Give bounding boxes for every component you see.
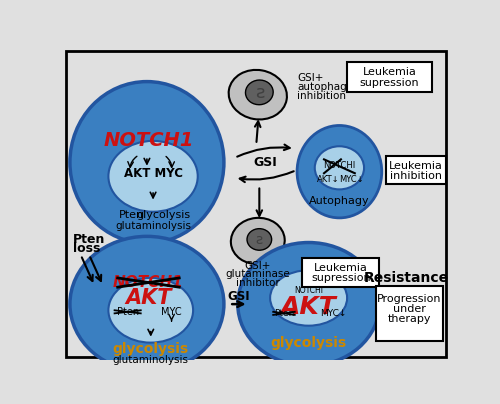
Text: NOTCH1: NOTCH1 xyxy=(113,275,184,290)
Text: glycolysis: glycolysis xyxy=(112,342,189,356)
Text: MYC: MYC xyxy=(161,307,182,317)
Text: glutaminase: glutaminase xyxy=(226,269,290,279)
Text: Pten: Pten xyxy=(116,307,138,317)
Text: glutaminolysis: glutaminolysis xyxy=(113,355,189,364)
Text: Leukemia: Leukemia xyxy=(314,263,368,273)
Text: therapy: therapy xyxy=(388,314,431,324)
Ellipse shape xyxy=(108,141,198,212)
Text: NOTCHI: NOTCHI xyxy=(324,161,356,170)
Text: NOTCHI: NOTCHI xyxy=(294,286,323,295)
Text: inhibition: inhibition xyxy=(390,170,442,181)
Ellipse shape xyxy=(297,126,382,218)
Text: GSI+: GSI+ xyxy=(244,261,271,271)
Text: MYC↓: MYC↓ xyxy=(320,309,346,318)
Text: AKT↓: AKT↓ xyxy=(318,175,340,184)
Ellipse shape xyxy=(108,278,193,343)
Ellipse shape xyxy=(315,146,364,189)
Text: Resistance: Resistance xyxy=(364,271,449,285)
Text: ƨ: ƨ xyxy=(256,233,263,247)
Text: Autophagy: Autophagy xyxy=(309,196,370,206)
Text: GSI: GSI xyxy=(227,290,250,303)
FancyBboxPatch shape xyxy=(376,286,444,341)
Text: ƨ: ƨ xyxy=(254,84,264,102)
Text: glycolysis: glycolysis xyxy=(270,336,346,349)
Text: Leukemia: Leukemia xyxy=(388,160,442,170)
Text: Progression: Progression xyxy=(377,294,442,304)
FancyBboxPatch shape xyxy=(302,258,380,287)
Text: AKT MYC: AKT MYC xyxy=(124,167,182,180)
Text: supression: supression xyxy=(360,78,420,88)
Text: loss: loss xyxy=(73,242,101,255)
Text: Pten: Pten xyxy=(274,309,294,318)
Ellipse shape xyxy=(270,270,347,326)
Text: MYC↓: MYC↓ xyxy=(340,175,364,184)
Text: supression: supression xyxy=(311,273,371,283)
Ellipse shape xyxy=(238,242,380,366)
Text: GSI: GSI xyxy=(254,156,278,169)
Text: NOTCH1: NOTCH1 xyxy=(103,131,194,150)
Ellipse shape xyxy=(228,70,287,120)
Ellipse shape xyxy=(70,236,224,372)
Text: glutaminolysis: glutaminolysis xyxy=(115,221,191,231)
Text: under: under xyxy=(393,304,426,314)
Ellipse shape xyxy=(246,80,273,105)
Text: GSI+: GSI+ xyxy=(297,73,324,83)
Text: Pten: Pten xyxy=(119,210,144,220)
Text: AKT: AKT xyxy=(125,288,172,308)
FancyBboxPatch shape xyxy=(386,156,446,184)
Ellipse shape xyxy=(70,82,224,243)
Text: autophagy: autophagy xyxy=(297,82,353,92)
Text: inhibition: inhibition xyxy=(297,91,346,101)
FancyBboxPatch shape xyxy=(347,62,432,92)
Text: inhibitor: inhibitor xyxy=(236,278,280,288)
Text: AKT: AKT xyxy=(280,295,336,319)
Ellipse shape xyxy=(247,229,272,250)
Text: Leukemia: Leukemia xyxy=(362,67,416,77)
Text: glycolysis: glycolysis xyxy=(137,210,191,220)
FancyBboxPatch shape xyxy=(66,51,446,357)
Ellipse shape xyxy=(231,218,284,264)
Text: Pten: Pten xyxy=(73,233,106,246)
